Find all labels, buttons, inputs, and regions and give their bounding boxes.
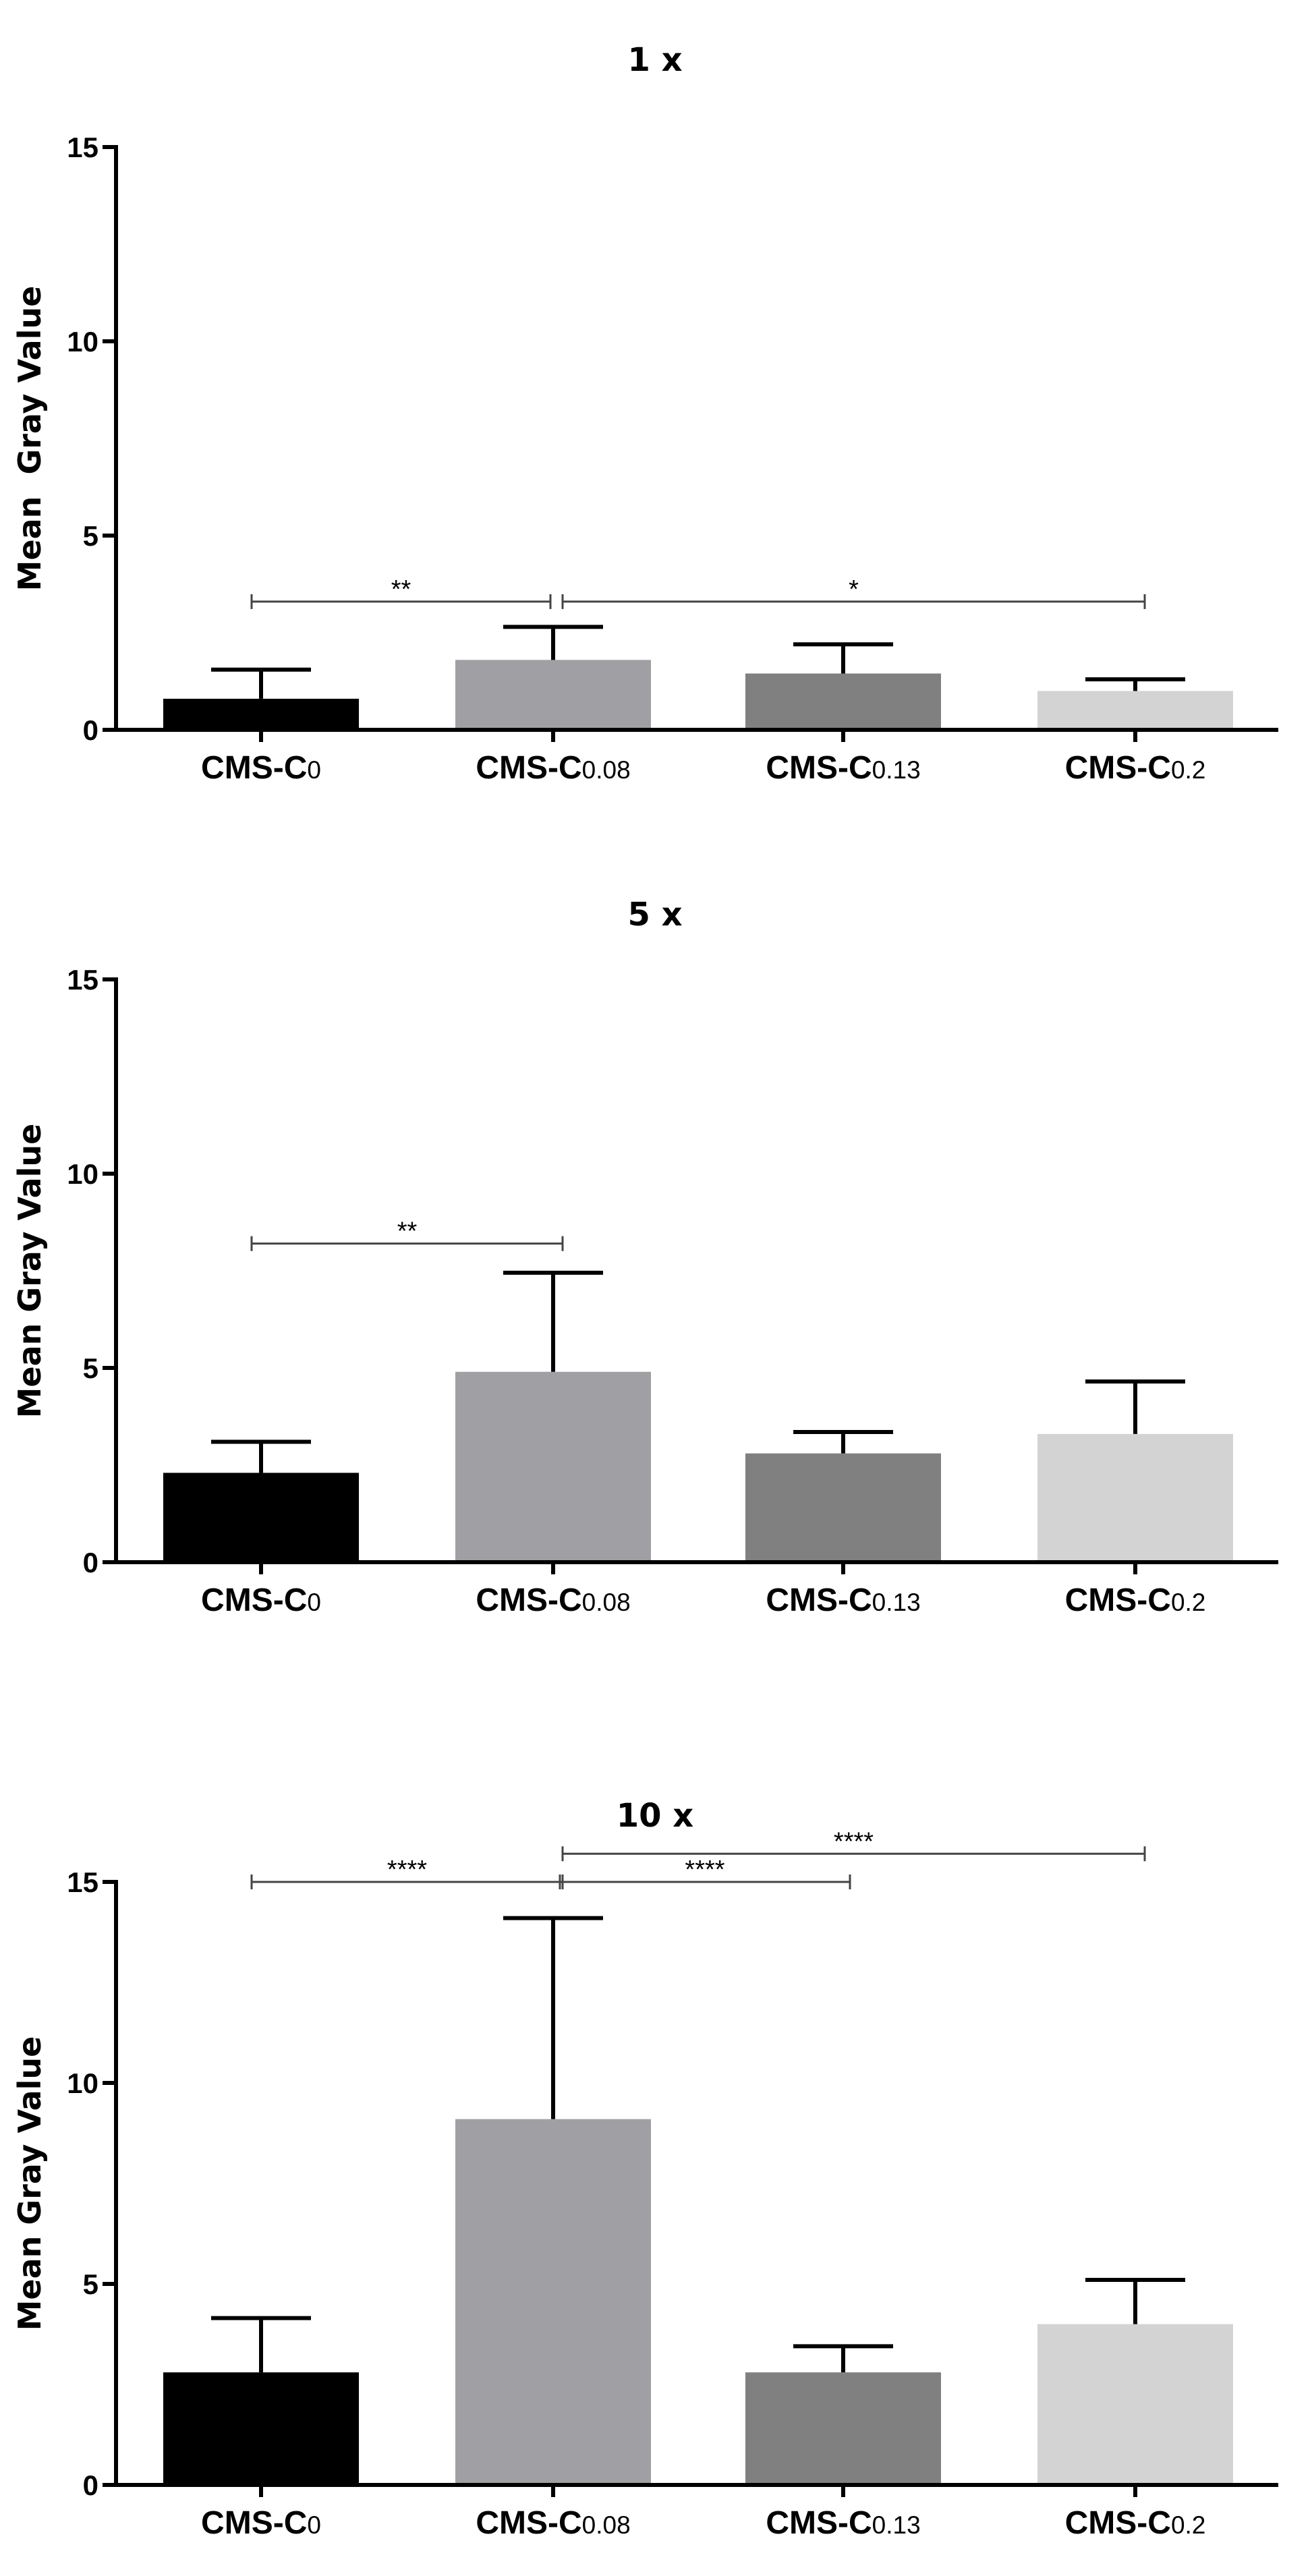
- significance-label: *: [849, 575, 859, 604]
- x-tick-label-base: CMS-C: [476, 750, 581, 786]
- x-tick-label-subscript: 0.2: [1171, 756, 1205, 784]
- chart-title: 1 x: [627, 41, 682, 79]
- chart-title: 5 x: [627, 896, 682, 934]
- x-tick-label-base: CMS-C: [201, 750, 307, 786]
- significance-bracket: **: [250, 575, 552, 609]
- y-tick-label: 0: [83, 714, 98, 746]
- error-bar: [1085, 1379, 1185, 1434]
- bar-cms-c0.13: [745, 673, 941, 730]
- x-tick-label-base: CMS-C: [201, 1582, 307, 1618]
- error-bar: [211, 1439, 311, 1473]
- error-bar: [503, 1916, 603, 2119]
- y-tick-label: 15: [67, 964, 98, 996]
- bar-cms-c0.2: [1037, 691, 1233, 730]
- x-tick-label-subscript: 0: [307, 2511, 321, 2539]
- x-tick-label-subscript: 0.13: [872, 2511, 921, 2539]
- bar-cms-c0.2: [1037, 2324, 1233, 2485]
- x-tick-label: CMS-C0.08: [476, 750, 630, 786]
- y-tick-label: 10: [67, 326, 98, 357]
- x-tick-label-subscript: 0.08: [582, 1588, 631, 1616]
- significance-bracket: ****: [559, 1856, 851, 1889]
- significance-bracket: ****: [561, 1827, 1146, 1862]
- x-tick-label-subscript: 0.2: [1171, 1588, 1205, 1616]
- x-tick-label-base: CMS-C: [1065, 2505, 1171, 2541]
- x-tick-label-base: CMS-C: [1065, 750, 1171, 786]
- y-tick-label: 15: [67, 132, 98, 163]
- x-tick-label: CMS-C0.13: [766, 750, 920, 786]
- y-tick-label: 10: [67, 1158, 98, 1190]
- x-tick-label-subscript: 0.2: [1171, 2511, 1205, 2539]
- x-tick-label-subscript: 0: [307, 1588, 321, 1616]
- y-tick-label: 5: [83, 2268, 98, 2300]
- x-tick-label: CMS-C0.13: [766, 1582, 920, 1618]
- x-tick-label-base: CMS-C: [476, 2505, 581, 2541]
- x-tick-label: CMS-C0.08: [476, 2505, 630, 2541]
- x-tick-label-subscript: 0.08: [582, 756, 631, 784]
- x-tick-label-base: CMS-C: [201, 2505, 307, 2541]
- y-tick-label: 15: [67, 1866, 98, 1898]
- y-tick-label: 5: [83, 520, 98, 552]
- error-bar: [211, 667, 311, 699]
- x-tick-label-subscript: 0.13: [872, 1588, 921, 1616]
- significance-bracket: **: [250, 1218, 564, 1251]
- bar-cms-c0: [163, 698, 359, 730]
- y-tick-label: 0: [83, 2469, 98, 2501]
- x-tick-label: CMS-C0.2: [1065, 1582, 1206, 1618]
- x-tick-label-base: CMS-C: [1065, 1582, 1171, 1618]
- significance-label: **: [397, 1218, 418, 1246]
- bar-cms-c0.13: [745, 2372, 941, 2485]
- y-tick-label: 10: [67, 2067, 98, 2099]
- x-tick-label: CMS-C0.2: [1065, 2505, 1206, 2541]
- y-tick-label: 5: [83, 1352, 98, 1384]
- y-axis-title: Mean Gray Value: [11, 2036, 48, 2331]
- significance-label: ****: [387, 1856, 427, 1884]
- bar-cms-c0: [163, 2372, 359, 2485]
- significance-label: **: [391, 575, 411, 604]
- error-bar: [503, 625, 603, 660]
- error-bar: [1085, 677, 1185, 691]
- bar-cms-c0.13: [745, 1453, 941, 1562]
- error-bar: [211, 2316, 311, 2373]
- x-tick-label-base: CMS-C: [766, 1582, 872, 1618]
- x-tick-label: CMS-C0.2: [1065, 750, 1206, 786]
- x-tick-label-base: CMS-C: [766, 2505, 872, 2541]
- x-tick-label-subscript: 0.13: [872, 756, 921, 784]
- error-bar: [1085, 2278, 1185, 2324]
- chart-title: 10 x: [617, 1797, 694, 1835]
- bar-cms-c0.08: [455, 660, 651, 730]
- error-bar: [793, 1430, 893, 1454]
- significance-bracket: ****: [250, 1856, 564, 1889]
- significance-bracket: *: [561, 575, 1146, 609]
- y-tick-label: 0: [83, 1547, 98, 1578]
- x-tick-label: CMS-C0: [201, 1582, 321, 1618]
- significance-label: ****: [834, 1827, 874, 1856]
- significance-label: ****: [685, 1856, 724, 1884]
- error-bar: [793, 2344, 893, 2373]
- x-tick-label: CMS-C0: [201, 750, 321, 786]
- x-tick-label-base: CMS-C: [766, 750, 872, 786]
- error-bar: [503, 1270, 603, 1372]
- bar-cms-c0.08: [455, 2119, 651, 2485]
- bar-cms-c0.08: [455, 1371, 651, 1562]
- y-axis-title: Mean Gray Value: [11, 286, 48, 592]
- y-axis-title: Mean Gray Value: [11, 1124, 48, 1419]
- x-tick-label-subscript: 0.08: [582, 2511, 631, 2539]
- x-tick-label: CMS-C0.08: [476, 1582, 630, 1618]
- bar-cms-c0.2: [1037, 1433, 1233, 1562]
- x-tick-label: CMS-C0: [201, 2505, 321, 2541]
- x-tick-label: CMS-C0.13: [766, 2505, 920, 2541]
- x-tick-label-base: CMS-C: [476, 1582, 581, 1618]
- error-bar: [793, 642, 893, 674]
- bar-cms-c0: [163, 1472, 359, 1562]
- x-tick-label-subscript: 0: [307, 756, 321, 784]
